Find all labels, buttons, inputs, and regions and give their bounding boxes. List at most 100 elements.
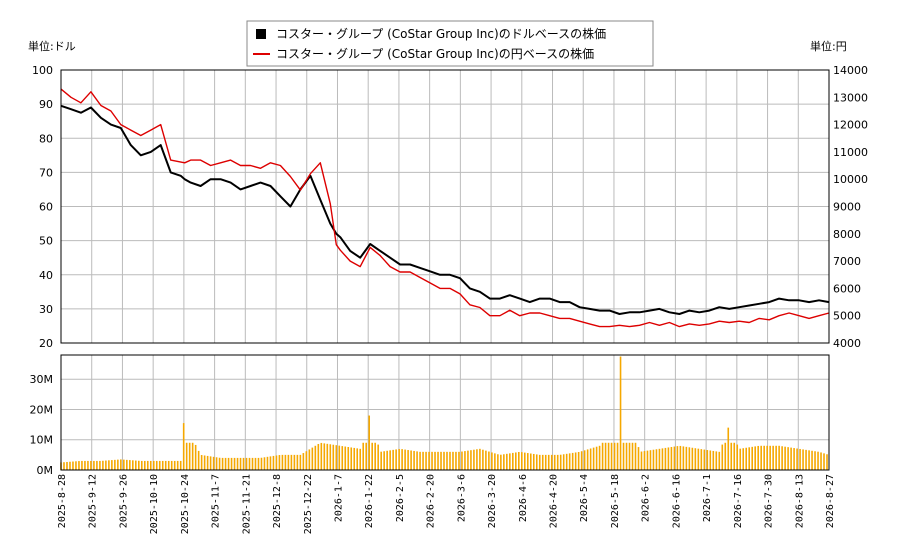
y-tick-label-jpy: 6000 (833, 282, 861, 295)
volume-bar (562, 454, 565, 470)
volume-bar (323, 443, 326, 470)
x-tick-label: 2026-5-18 (610, 474, 621, 528)
volume-bars (60, 356, 828, 470)
volume-bar (242, 457, 245, 470)
volume-bar (464, 451, 466, 470)
volume-bar (344, 446, 347, 470)
volume-bar (326, 443, 329, 470)
volume-bar (221, 457, 224, 470)
series-line-usd (60, 104, 830, 315)
volume-bar (69, 461, 71, 470)
y-tick-label-jpy: 8000 (833, 228, 861, 241)
volume-bar (434, 451, 436, 470)
volume-bar (359, 448, 362, 470)
volume-bar (251, 457, 254, 470)
volume-bar (305, 451, 308, 470)
volume-bar (553, 454, 556, 470)
volume-bar (170, 460, 173, 470)
volume-bar (673, 446, 676, 470)
volume-bar (287, 454, 290, 470)
volume-bar (733, 442, 736, 470)
volume-bar (314, 445, 317, 470)
volume-bar (206, 455, 209, 470)
volume-bar (754, 446, 756, 470)
volume-bar (416, 451, 418, 470)
x-tick-label: 2025-8-28 (57, 474, 68, 528)
volume-bar (467, 450, 469, 470)
volume-bar (446, 451, 448, 470)
volume-bar (353, 447, 356, 470)
volume-bar (149, 460, 152, 470)
y-tick-label-jpy: 9000 (833, 201, 861, 214)
volume-bar (718, 451, 721, 470)
x-tick-label: 2025-12-8 (272, 474, 283, 528)
volume-bar (679, 445, 682, 470)
volume-bar (583, 450, 586, 470)
x-tick-label: 2026-4-6 (518, 474, 529, 522)
volume-bar (775, 445, 777, 470)
volume-bar (293, 454, 296, 470)
volume-bar (200, 455, 203, 470)
volume-bar (784, 446, 786, 470)
volume-bar (266, 456, 269, 470)
volume-bar (224, 457, 227, 470)
volume-bar (503, 454, 505, 470)
volume-bar (649, 450, 652, 470)
volume-bar (568, 453, 571, 470)
volume-bar (631, 442, 634, 470)
volume-bar (257, 457, 260, 470)
x-tick-label: 2026-7-30 (764, 474, 775, 528)
volume-bar (335, 445, 338, 470)
volume-bar (281, 454, 284, 470)
volume-bar (227, 457, 230, 470)
volume-bar (248, 457, 251, 470)
volume-bar (586, 449, 589, 470)
volume-bar (643, 451, 646, 470)
volume-bar (814, 451, 816, 470)
volume-bar (245, 457, 248, 470)
x-tick-label: 2026-1-7 (333, 474, 344, 522)
volume-bar (455, 451, 457, 470)
volume-bar (72, 461, 74, 470)
volume-bar (820, 452, 822, 470)
volume-bar (203, 455, 206, 470)
volume-bar (826, 454, 828, 470)
volume-bar (254, 457, 257, 470)
volume-bar (461, 451, 463, 470)
volume-bar (443, 451, 445, 470)
volume-bar (817, 451, 819, 470)
volume-bar (700, 449, 703, 470)
volume-bar (592, 447, 595, 470)
volume-bar (544, 454, 547, 470)
volume-bar (523, 452, 526, 470)
volume-bar (640, 451, 643, 470)
volume-bar (284, 454, 287, 470)
volume-bar (260, 457, 263, 470)
volume-bar (320, 442, 323, 470)
volume-bar (476, 449, 478, 470)
volume-bar (66, 461, 68, 470)
y-tick-label-usd: 80 (39, 132, 53, 145)
volume-bar (509, 453, 511, 470)
volume-bar (389, 450, 391, 470)
volume-bar (652, 449, 655, 470)
volume-bar (392, 449, 394, 470)
volume-bar (317, 443, 320, 470)
volume-bar (452, 451, 454, 470)
y-tick-label-usd: 50 (39, 235, 53, 248)
volume-bar (185, 442, 188, 470)
volume-bar (401, 449, 403, 470)
volume-bar (425, 451, 427, 470)
legend-box (246, 20, 654, 67)
volume-bar (512, 452, 514, 470)
volume-bar (772, 445, 774, 470)
volume-bar (449, 451, 451, 470)
volume-panel-frame (60, 354, 830, 471)
y-tick-label-usd: 70 (39, 166, 53, 179)
price-grid (60, 69, 830, 344)
volume-bar (532, 453, 535, 470)
volume-bar (535, 454, 538, 470)
volume-bar (658, 448, 661, 470)
legend-swatch-usd (256, 29, 266, 39)
volume-bar (500, 454, 502, 470)
